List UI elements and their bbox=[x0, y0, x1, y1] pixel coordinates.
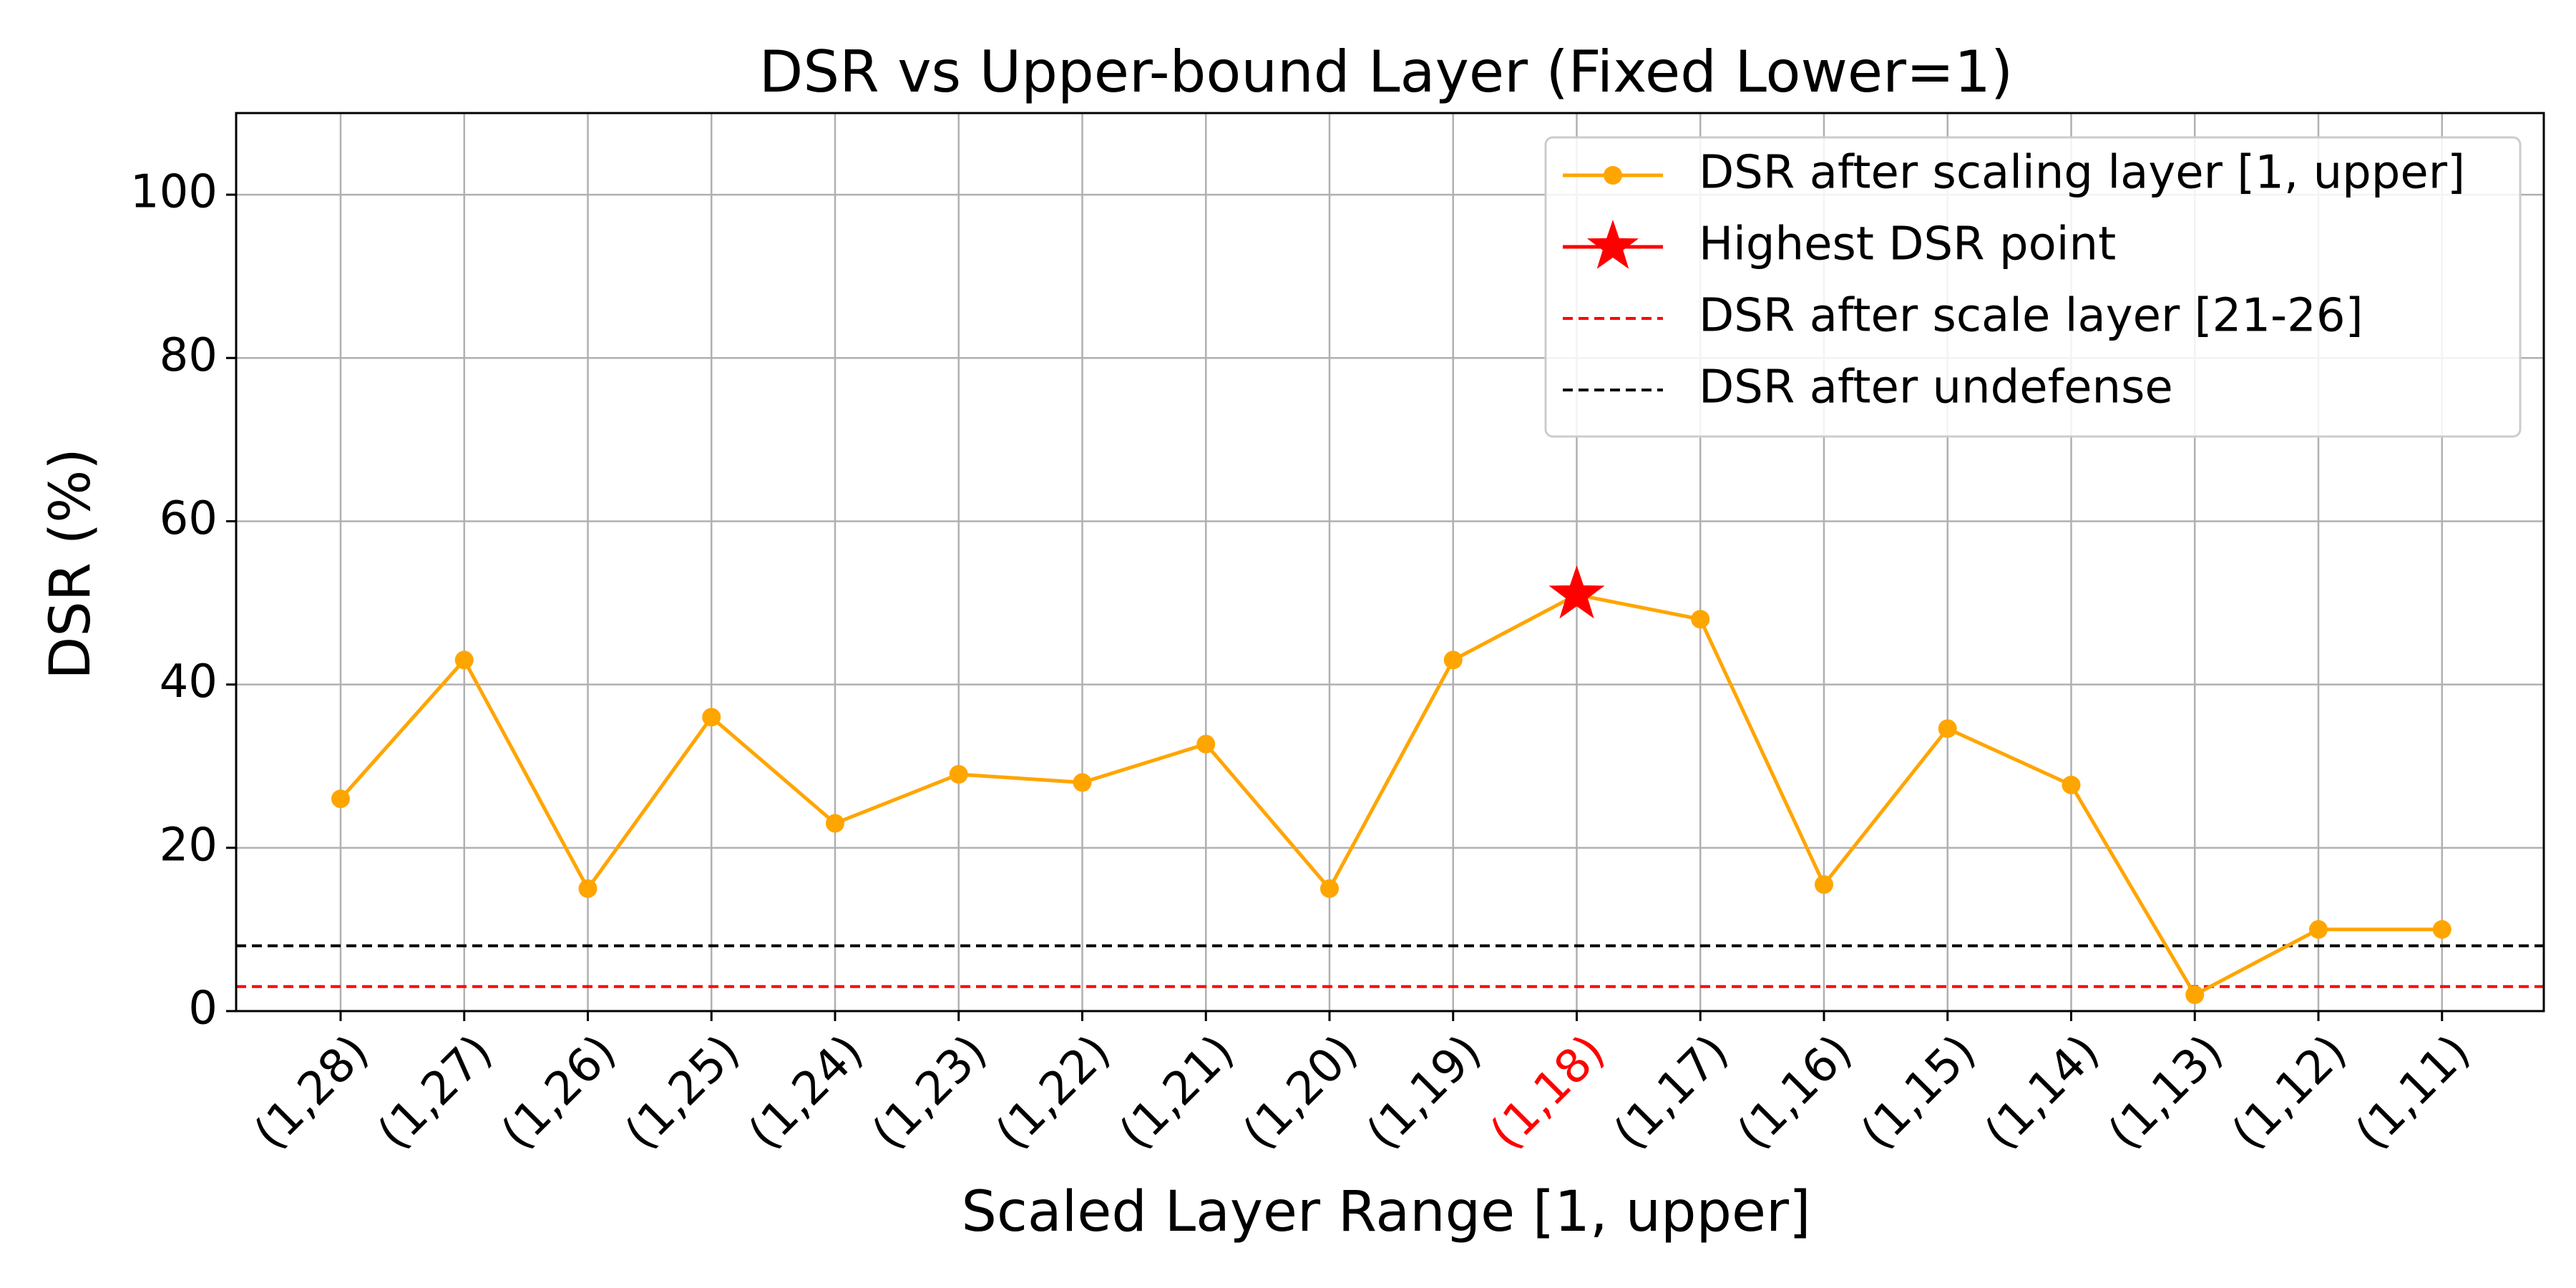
data-point bbox=[2309, 919, 2328, 939]
data-point bbox=[1196, 734, 1216, 753]
data-point bbox=[2062, 775, 2081, 794]
series-line bbox=[339, 592, 2442, 997]
x-tick-label: (1,28) bbox=[244, 1025, 379, 1159]
data-point bbox=[331, 789, 350, 809]
data-point bbox=[1938, 719, 1957, 738]
y-tick-label: 20 bbox=[160, 819, 218, 872]
x-tick-label: (1,24) bbox=[738, 1025, 873, 1159]
data-point bbox=[1320, 879, 1339, 898]
legend-entry-label: DSR after undefense bbox=[1699, 361, 2173, 414]
x-tick-label: (1,21) bbox=[1110, 1025, 1244, 1159]
reference-lines bbox=[236, 944, 2544, 988]
data-point bbox=[1073, 773, 1092, 792]
legend-series-marker bbox=[1604, 166, 1622, 185]
x-tick-label: (1,15) bbox=[1851, 1025, 1986, 1159]
data-point bbox=[949, 765, 968, 784]
y-tick-label: 0 bbox=[188, 982, 218, 1035]
data-point bbox=[702, 708, 721, 727]
x-tick-label: (1,13) bbox=[2099, 1025, 2233, 1159]
plot-area-frame bbox=[235, 112, 2545, 1013]
x-tick-label: (1,22) bbox=[986, 1025, 1121, 1159]
y-tick-label: 60 bbox=[160, 492, 218, 545]
y-axis-label: DSR (%) bbox=[39, 448, 103, 680]
legend-entry-label: DSR after scale layer [21-26] bbox=[1699, 290, 2363, 343]
legend: DSR after scaling layer [1, upper] Highes… bbox=[1544, 136, 2522, 438]
legend-entry-label: Highest DSR point bbox=[1699, 218, 2116, 271]
x-tick-label: (1,14) bbox=[1975, 1025, 2109, 1159]
data-point bbox=[826, 814, 844, 833]
data-point bbox=[1815, 875, 1833, 894]
x-tick-label: (1,17) bbox=[1604, 1025, 1739, 1159]
x-tick-label: (1,20) bbox=[1233, 1025, 1367, 1159]
data-series bbox=[331, 565, 2451, 1005]
chart-title: DSR vs Upper-bound Layer (Fixed Lower=1) bbox=[759, 39, 2013, 105]
legend-box bbox=[1544, 136, 2522, 438]
x-tick-label: (1,16) bbox=[1727, 1025, 1862, 1159]
x-tick-label: (1,11) bbox=[2346, 1025, 2480, 1159]
x-tick-label: (1,18) bbox=[1480, 1025, 1615, 1159]
x-tick-label: (1,27) bbox=[368, 1025, 502, 1159]
x-tick-label: (1,19) bbox=[1357, 1025, 1491, 1159]
data-point bbox=[1691, 610, 1710, 629]
highest-point-star bbox=[1548, 565, 1605, 619]
data-point bbox=[2432, 919, 2451, 939]
data-point bbox=[454, 650, 474, 670]
y-tick-label: 100 bbox=[130, 166, 218, 219]
data-point bbox=[2185, 985, 2205, 1005]
x-tick-label: (1,23) bbox=[862, 1025, 997, 1159]
y-tick-label: 80 bbox=[160, 329, 218, 382]
x-tick-label: (1,12) bbox=[2222, 1025, 2356, 1159]
x-tick-label: (1,25) bbox=[615, 1025, 750, 1159]
x-tick-label: (1,26) bbox=[492, 1025, 626, 1159]
y-tick-label: 40 bbox=[160, 655, 218, 708]
legend-star-marker bbox=[1586, 220, 1639, 269]
x-axis-label: Scaled Layer Range [1, upper] bbox=[961, 1180, 1810, 1244]
data-point bbox=[578, 879, 597, 898]
legend-entry-label: DSR after scaling layer [1, upper] bbox=[1699, 147, 2465, 200]
data-point bbox=[1443, 650, 1463, 670]
